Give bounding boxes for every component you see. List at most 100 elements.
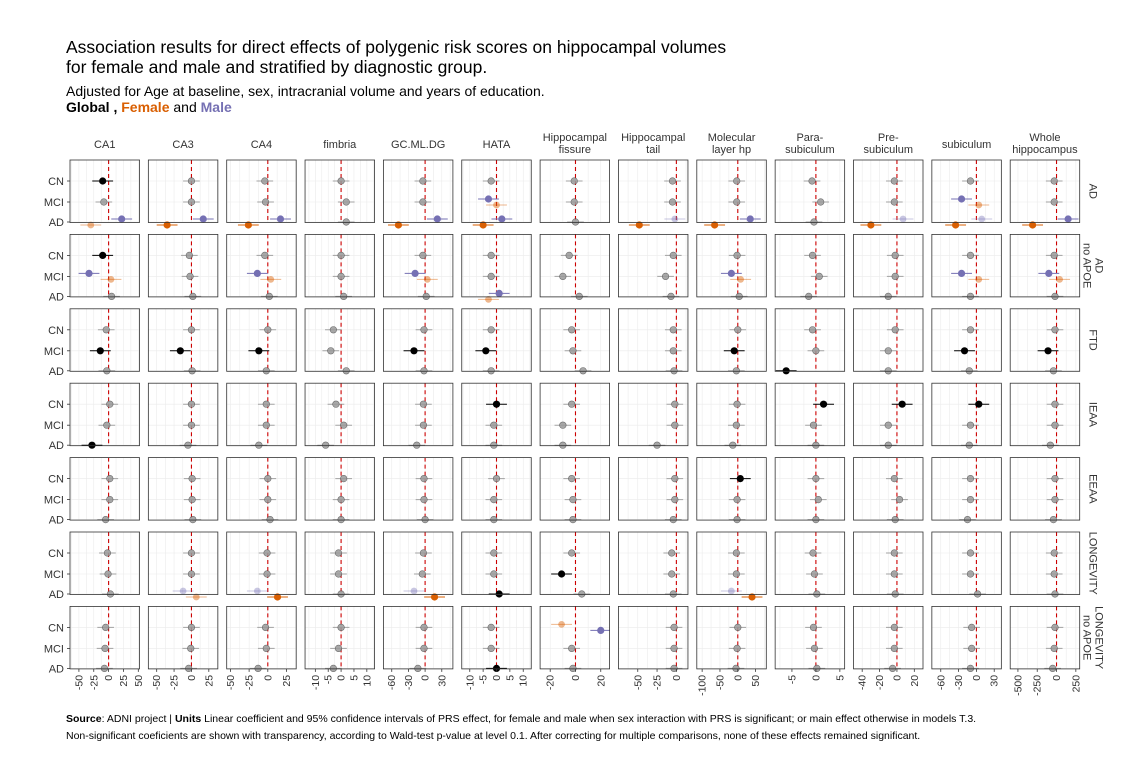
estimate-point <box>101 644 109 653</box>
estimate-point <box>669 515 677 524</box>
estimate-point <box>669 251 677 259</box>
panel-border <box>461 159 532 223</box>
estimate-point <box>419 198 427 206</box>
x-tick-label: 0 <box>1051 675 1063 681</box>
x-tick-label: -5 <box>786 675 798 684</box>
estimate-point <box>118 215 126 223</box>
panel-border <box>618 308 689 372</box>
estimate-point <box>337 590 345 598</box>
estimate-point <box>1050 644 1058 653</box>
estimate-point <box>261 623 270 632</box>
panel-bg <box>696 234 767 297</box>
estimate-point <box>433 215 441 223</box>
panel-border <box>147 531 219 595</box>
estimate-point <box>192 593 200 601</box>
chart-title-line2: for female and male and stratified by di… <box>66 57 488 77</box>
estimate-point <box>430 593 439 601</box>
panel-bg <box>696 383 767 446</box>
group-label: AD <box>49 515 64 527</box>
estimate-point <box>963 515 972 524</box>
estimate-point <box>570 177 578 185</box>
legend-male: Male <box>200 99 232 115</box>
estimate-point <box>670 623 678 632</box>
estimate-point <box>966 475 975 483</box>
x-tick-label: 30 <box>989 675 1001 687</box>
estimate-point <box>253 269 261 277</box>
panel-border <box>382 159 454 223</box>
panel-bg <box>1010 457 1080 521</box>
estimate-point <box>635 221 643 229</box>
panel-bg <box>148 457 218 521</box>
panel-border <box>382 606 454 670</box>
estimate-point <box>812 475 820 483</box>
panel-bg <box>383 532 453 595</box>
estimate-point <box>782 367 790 375</box>
group-label: AD <box>49 589 64 601</box>
estimate-point <box>669 347 677 355</box>
estimate-point <box>667 292 675 301</box>
estimate-point <box>746 215 754 223</box>
panel-border <box>304 457 375 521</box>
estimate-point <box>107 276 115 283</box>
estimate-point <box>187 570 196 578</box>
estimate-point <box>1050 198 1058 206</box>
panel-border <box>226 457 297 521</box>
panel-bg <box>305 606 375 669</box>
estimate-point <box>968 644 976 653</box>
estimate-point <box>1051 496 1059 504</box>
panel-bg <box>305 383 375 446</box>
panel-border <box>696 382 767 447</box>
estimate-point <box>732 549 740 557</box>
estimate-point <box>966 570 975 578</box>
estimate-point <box>490 570 498 578</box>
estimate-point <box>597 626 605 635</box>
panel-bg <box>383 383 453 446</box>
estimate-point <box>1051 623 1059 632</box>
estimate-point <box>891 326 899 334</box>
estimate-point <box>337 272 345 281</box>
panel-bg <box>70 457 140 521</box>
group-label: AD <box>49 366 64 378</box>
estimate-point <box>102 515 110 524</box>
estimate-point <box>106 590 114 598</box>
panel-bg <box>70 308 140 372</box>
x-tick-label: -100 <box>697 675 709 696</box>
panel-bg <box>696 532 767 595</box>
estimate-point <box>255 441 263 449</box>
panel-border <box>618 606 689 670</box>
estimate-point <box>890 177 898 185</box>
estimate-point <box>334 570 343 578</box>
panel-border <box>147 159 219 223</box>
x-tick-label: 0 <box>971 675 983 681</box>
estimate-point <box>890 549 898 557</box>
column-label: Whole <box>1029 132 1060 144</box>
estimate-point <box>419 251 427 259</box>
estimate-point <box>419 421 428 429</box>
estimate-point <box>569 347 577 355</box>
x-tick-label: -25 <box>88 675 100 690</box>
panel-border <box>226 308 297 372</box>
panel-border <box>1009 606 1081 670</box>
estimate-point <box>968 623 976 632</box>
panel-border <box>226 531 297 595</box>
estimate-point <box>188 367 196 375</box>
estimate-point <box>748 593 756 601</box>
estimate-point <box>420 496 428 504</box>
estimate-point <box>1044 347 1052 355</box>
panel-border <box>539 606 610 670</box>
panel-bg <box>70 606 140 669</box>
group-label: AD <box>49 440 64 452</box>
estimate-point <box>810 570 819 578</box>
panel-border <box>147 233 219 298</box>
panel-border <box>382 457 454 521</box>
estimate-point <box>671 400 679 408</box>
panel-border <box>539 233 610 298</box>
estimate-point <box>884 421 892 429</box>
panel-bg <box>226 160 297 223</box>
estimate-point <box>898 400 906 408</box>
column-label: HATA <box>483 139 511 151</box>
estimate-point <box>890 570 898 578</box>
estimate-point <box>420 367 428 375</box>
panel-bg <box>70 532 140 595</box>
row-label: AD <box>1087 184 1099 199</box>
